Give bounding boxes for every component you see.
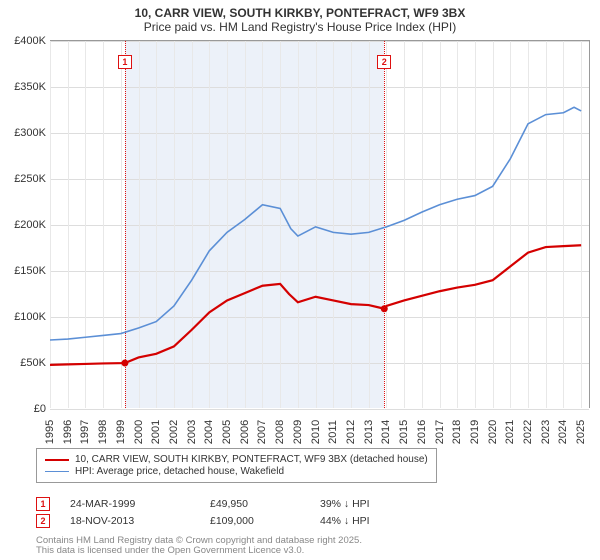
y-axis-label: £100K	[2, 311, 46, 323]
x-axis-label: 2004	[203, 417, 215, 447]
x-axis-label: 2003	[186, 417, 198, 447]
transaction-pct: 39% ↓ HPI	[320, 498, 440, 510]
y-axis-label: £150K	[2, 265, 46, 277]
x-axis-label: 2016	[416, 417, 428, 447]
footer-line2: This data is licensed under the Open Gov…	[36, 546, 362, 556]
x-axis-label: 2018	[451, 417, 463, 447]
transaction-row: 1 24-MAR-1999 £49,950 39% ↓ HPI	[36, 497, 440, 511]
x-axis-label: 1996	[62, 417, 74, 447]
x-axis-label: 2011	[327, 417, 339, 447]
transaction-pct: 44% ↓ HPI	[320, 515, 440, 527]
x-axis-label: 2024	[557, 417, 569, 447]
x-axis-label: 2006	[239, 417, 251, 447]
x-axis-label: 2014	[380, 417, 392, 447]
transaction-price: £49,950	[210, 498, 320, 510]
title-line1: 10, CARR VIEW, SOUTH KIRKBY, PONTEFRACT,…	[8, 6, 592, 20]
legend-row-hpi: HPI: Average price, detached house, Wake…	[45, 466, 428, 477]
y-axis-label: £250K	[2, 173, 46, 185]
x-axis-label: 2000	[133, 417, 145, 447]
legend-swatch-hpi	[45, 471, 69, 472]
x-axis-label: 1997	[79, 417, 91, 447]
x-axis-label: 2009	[292, 417, 304, 447]
chart-area: £0£50K£100K£150K£200K£250K£300K£350K£400…	[50, 40, 590, 408]
transactions-table: 1 24-MAR-1999 £49,950 39% ↓ HPI 2 18-NOV…	[36, 494, 440, 531]
legend-swatch-property	[45, 459, 69, 461]
series-line-property	[50, 245, 581, 365]
series-line-hpi	[50, 107, 581, 340]
y-axis-label: £400K	[2, 35, 46, 47]
y-axis-label: £300K	[2, 127, 46, 139]
transaction-row: 2 18-NOV-2013 £109,000 44% ↓ HPI	[36, 514, 440, 528]
x-axis-label: 2017	[434, 417, 446, 447]
x-axis-label: 2022	[522, 417, 534, 447]
x-axis-label: 2021	[504, 417, 516, 447]
legend-label-property: 10, CARR VIEW, SOUTH KIRKBY, PONTEFRACT,…	[75, 454, 428, 465]
x-axis-label: 2012	[345, 417, 357, 447]
x-axis-label: 2013	[363, 417, 375, 447]
x-axis-label: 2020	[487, 417, 499, 447]
x-axis-label: 2015	[398, 417, 410, 447]
transaction-marker-2: 2	[36, 514, 50, 528]
x-axis-label: 1995	[44, 417, 56, 447]
x-axis-label: 2005	[221, 417, 233, 447]
footer-attribution: Contains HM Land Registry data © Crown c…	[36, 536, 362, 557]
x-axis-label: 1999	[115, 417, 127, 447]
x-axis-label: 2010	[310, 417, 322, 447]
y-axis-label: £350K	[2, 81, 46, 93]
y-axis-label: £200K	[2, 219, 46, 231]
x-axis-label: 2023	[540, 417, 552, 447]
y-axis-label: £50K	[2, 357, 46, 369]
gridline-h	[50, 409, 589, 410]
x-axis-label: 2002	[168, 417, 180, 447]
x-axis-label: 2008	[274, 417, 286, 447]
series-marker-property	[121, 360, 128, 367]
x-axis-label: 2019	[469, 417, 481, 447]
legend-label-hpi: HPI: Average price, detached house, Wake…	[75, 466, 284, 477]
transaction-date: 24-MAR-1999	[70, 498, 210, 510]
x-axis-label: 2001	[150, 417, 162, 447]
x-axis-label: 1998	[97, 417, 109, 447]
y-axis-label: £0	[2, 403, 46, 415]
transaction-price: £109,000	[210, 515, 320, 527]
x-axis-label: 2025	[575, 417, 587, 447]
title-line2: Price paid vs. HM Land Registry's House …	[8, 20, 592, 34]
series-marker-property	[381, 305, 388, 312]
transaction-date: 18-NOV-2013	[70, 515, 210, 527]
chart-title-block: 10, CARR VIEW, SOUTH KIRKBY, PONTEFRACT,…	[0, 0, 600, 36]
legend-box: 10, CARR VIEW, SOUTH KIRKBY, PONTEFRACT,…	[36, 448, 437, 483]
x-axis-label: 2007	[256, 417, 268, 447]
legend-row-property: 10, CARR VIEW, SOUTH KIRKBY, PONTEFRACT,…	[45, 454, 428, 465]
transaction-marker-1: 1	[36, 497, 50, 511]
plot-svg	[50, 41, 590, 409]
